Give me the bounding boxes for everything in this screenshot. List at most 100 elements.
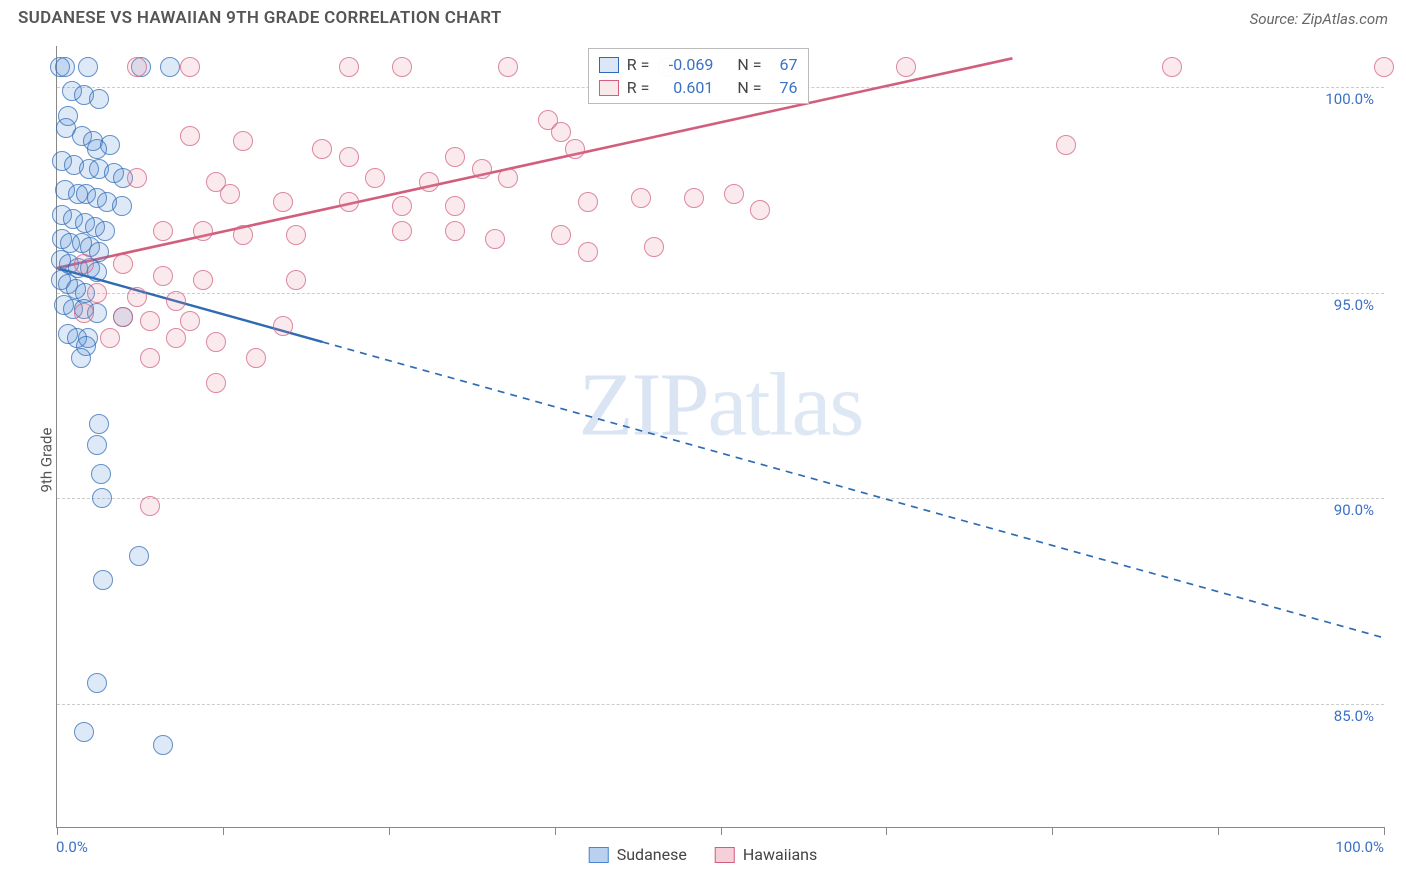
data-point-ring [95, 221, 115, 241]
data-point-ring [578, 242, 598, 262]
data-point-ring [166, 328, 186, 348]
x-min-label: 0.0% [56, 838, 88, 856]
data-point-ring [127, 287, 147, 307]
data-point-ring [419, 172, 439, 192]
data-point-ring [112, 196, 132, 216]
data-point-ring [74, 303, 94, 323]
x-max-label: 100.0% [1335, 838, 1384, 856]
legend-swatch [589, 847, 609, 863]
data-point-ring [551, 225, 571, 245]
data-point-ring [153, 266, 173, 286]
data-point-ring [87, 139, 107, 159]
x-tick [1384, 827, 1385, 835]
data-point-ring [140, 311, 160, 331]
data-point-ring [206, 332, 226, 352]
data-point-ring [166, 291, 186, 311]
plot-area: ZIPatlas 85.0%90.0%95.0%100.0%R =-0.069 … [56, 46, 1384, 828]
data-point-ring [129, 546, 149, 566]
data-point-ring [113, 254, 133, 274]
x-tick [1052, 827, 1053, 835]
data-point-ring [74, 722, 94, 742]
data-point-ring [91, 464, 111, 484]
data-point-ring [445, 147, 465, 167]
data-point-ring [153, 221, 173, 241]
x-tick [389, 827, 390, 835]
data-point-ring [140, 348, 160, 368]
data-point-ring [153, 735, 173, 755]
data-point-ring [93, 570, 113, 590]
source-attribution: Source: ZipAtlas.com [1250, 10, 1388, 28]
data-point-ring [55, 57, 75, 77]
data-point-ring [724, 184, 744, 204]
data-point-ring [1162, 57, 1182, 77]
data-point-ring [565, 139, 585, 159]
data-point-ring [100, 328, 120, 348]
data-point-ring [578, 192, 598, 212]
data-point-ring [246, 348, 266, 368]
x-tick [721, 827, 722, 835]
y-tick-label: 95.0% [1332, 296, 1376, 314]
data-point-ring [113, 307, 133, 327]
data-point-ring [1374, 57, 1394, 77]
x-tick [223, 827, 224, 835]
data-point-ring [233, 225, 253, 245]
x-tick [555, 827, 556, 835]
y-tick-label: 100.0% [1323, 90, 1376, 108]
data-point-ring [339, 192, 359, 212]
data-point-ring [233, 131, 253, 151]
legend-swatch [715, 847, 735, 863]
data-point-ring [87, 283, 107, 303]
data-point-ring [498, 57, 518, 77]
data-point-ring [160, 57, 180, 77]
data-point-ring [392, 196, 412, 216]
data-point-ring [89, 414, 109, 434]
data-point-ring [92, 488, 112, 508]
y-tick-label: 85.0% [1332, 707, 1376, 725]
data-point-ring [87, 673, 107, 693]
data-point-ring [1056, 135, 1076, 155]
data-point-ring [87, 435, 107, 455]
data-point-ring [472, 159, 492, 179]
y-axis-label: 9th Grade [37, 428, 55, 493]
chart-title: SUDANESE VS HAWAIIAN 9TH GRADE CORRELATI… [18, 8, 502, 28]
data-point-ring [273, 316, 293, 336]
data-point-ring [193, 270, 213, 290]
data-point-ring [312, 139, 332, 159]
bottom-legend: Sudanese Hawaiians [589, 845, 818, 864]
data-point-ring [445, 221, 465, 241]
gridline [57, 498, 1384, 499]
data-point-ring [750, 200, 770, 220]
stats-legend-row: R =-0.069 N = 67 [599, 53, 798, 76]
data-point-ring [684, 188, 704, 208]
data-point-ring [485, 229, 505, 249]
legend-item-sudanese: Sudanese [589, 845, 687, 864]
data-point-ring [498, 168, 518, 188]
legend-item-hawaiians: Hawaiians [715, 845, 817, 864]
y-tick-label: 90.0% [1332, 501, 1376, 519]
data-point-ring [631, 188, 651, 208]
legend-label: Sudanese [617, 845, 687, 864]
data-point-ring [180, 126, 200, 146]
stats-legend-row: R =0.601 N = 76 [599, 76, 798, 99]
data-point-ring [89, 89, 109, 109]
data-point-ring [127, 168, 147, 188]
data-point-ring [140, 496, 160, 516]
data-point-ring [286, 270, 306, 290]
data-point-ring [220, 184, 240, 204]
gridline [57, 704, 1384, 705]
data-point-ring [206, 373, 226, 393]
data-point-ring [644, 237, 664, 257]
stats-legend: R =-0.069 N = 67R =0.601 N = 76 [588, 48, 809, 104]
data-point-ring [180, 57, 200, 77]
data-point-ring [392, 221, 412, 241]
gridline [57, 293, 1384, 294]
legend-label: Hawaiians [743, 845, 817, 864]
data-point-ring [127, 57, 147, 77]
data-point-ring [445, 196, 465, 216]
data-point-ring [193, 221, 213, 241]
data-point-ring [392, 57, 412, 77]
data-point-ring [74, 254, 94, 274]
data-point-ring [273, 192, 293, 212]
data-point-ring [339, 147, 359, 167]
data-point-ring [896, 57, 916, 77]
